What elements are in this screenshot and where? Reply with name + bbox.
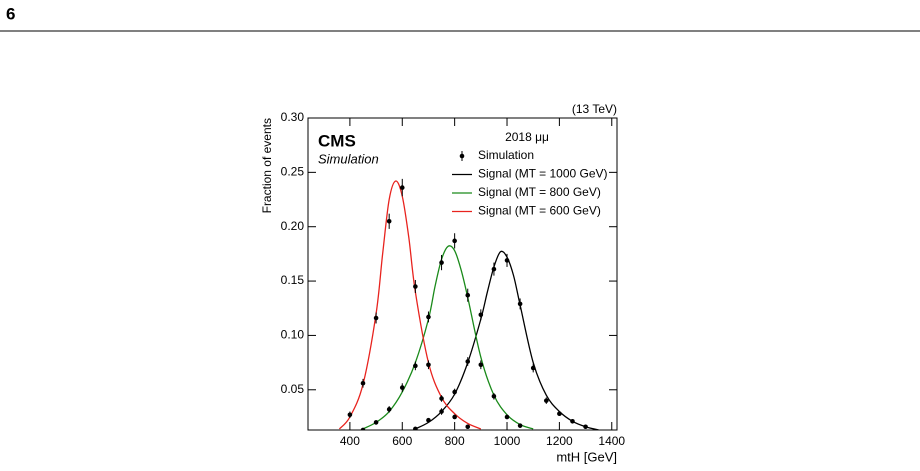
signal-curve (338, 180, 482, 430)
legend-label: Simulation (478, 148, 534, 162)
page-number: 6 (6, 4, 15, 23)
simulation-point (478, 362, 484, 368)
simulation-point (373, 315, 379, 321)
y-axis-label: Fraction of events (260, 118, 274, 213)
legend-label: Signal (MT = 600 GeV) (478, 204, 601, 218)
simulation-point (386, 218, 392, 224)
simulation-point (452, 389, 457, 395)
simulation-point (557, 411, 562, 416)
x-tick-label: 600 (392, 434, 412, 448)
simulation-point (386, 407, 392, 412)
x-tick-label: 400 (340, 434, 360, 448)
simulation-point (373, 420, 379, 425)
simulation-point (426, 417, 431, 423)
simulation-point (439, 260, 444, 265)
simulation-point (399, 385, 405, 390)
simulation-point (570, 419, 575, 424)
experiment-label: CMS (318, 131, 356, 150)
x-tick-label: 1000 (494, 434, 521, 448)
simulation-point (478, 312, 484, 318)
simulation-point (452, 238, 457, 244)
simulation-point (426, 314, 431, 320)
simulation-point (439, 396, 444, 401)
simulation-point (413, 426, 418, 430)
subtitle: Simulation (318, 151, 379, 166)
plot-area (338, 178, 599, 430)
simulation-point (360, 380, 366, 386)
simulation-point (543, 398, 549, 403)
energy-label: (13 TeV) (572, 102, 617, 116)
simulation-point (347, 412, 353, 418)
y-tick-label: 0.10 (281, 328, 305, 342)
simulation-point (465, 424, 471, 430)
simulation-point (491, 393, 497, 399)
x-tick-label: 1400 (598, 434, 625, 448)
y-tick-label: 0.20 (281, 219, 305, 233)
plot-frame (307, 117, 618, 431)
simulation-point (517, 301, 523, 307)
simulation-point (530, 365, 536, 371)
simulation-point (399, 185, 405, 190)
simulation-point (504, 414, 510, 420)
y-tick-label: 0.30 (281, 110, 305, 124)
simulation-point (452, 414, 457, 420)
simulation-point (491, 266, 497, 272)
signal-curve (362, 245, 534, 430)
legend-title: 2018 μμ (505, 130, 549, 144)
simulation-point (465, 359, 471, 364)
simulation-point (583, 424, 588, 430)
y-tick-label: 0.15 (281, 273, 305, 287)
simulation-point (517, 423, 523, 428)
simulation-point (413, 363, 418, 369)
simulation-point (413, 284, 418, 289)
simulation-point (504, 258, 510, 263)
y-tick-label: 0.05 (281, 382, 305, 396)
signal-curve (415, 250, 599, 430)
x-axis-label: mtH [GeV] (556, 449, 617, 464)
simulation-point (439, 409, 444, 414)
y-tick-label: 0.25 (281, 165, 305, 179)
x-tick-label: 800 (445, 434, 465, 448)
legend-label: Signal (MT = 800 GeV) (478, 185, 601, 199)
x-tick-label: 1200 (546, 434, 573, 448)
simulation-point (465, 292, 471, 298)
simulation-point (360, 427, 366, 430)
legend-marker (459, 153, 465, 159)
simulation-point (426, 362, 431, 368)
legend-label: Signal (MT = 1000 GeV) (478, 167, 608, 181)
